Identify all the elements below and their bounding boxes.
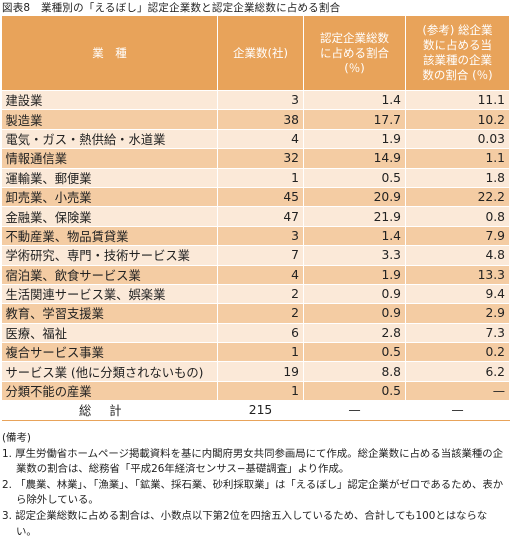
cell-share: 0.5 bbox=[303, 168, 406, 188]
cell-share: 8.8 bbox=[303, 361, 406, 382]
cell-companies: 3 bbox=[217, 226, 304, 247]
figure-title: 図表8 業種別の「えるぼし」認定企業数と認定企業総数に占める割合 bbox=[2, 2, 341, 14]
total-row: 総計 215— — bbox=[1, 400, 510, 421]
note-item-2: 2. 「農業、林業」、「漁業」、「鉱業、採石業、砂利採取業」は「えるぼし」認定企… bbox=[2, 478, 504, 507]
cell-share: 1.9 bbox=[303, 265, 406, 285]
cell-reference: 4.8 bbox=[405, 245, 510, 266]
table-row: 製造業 38 17.7 10.2 bbox=[1, 109, 510, 130]
notes-section: (備考) 1. 厚生労働省ホームページ掲載資料を基に内閣府男女共同参画局にて作成… bbox=[2, 431, 508, 540]
header-share-of-industry: (参考) 総企業 数に占める当 該業種の企業 数の割合 (％) bbox=[405, 15, 510, 91]
cell-reference: 0.03 bbox=[405, 129, 510, 150]
notes-heading: (備考) bbox=[2, 432, 31, 444]
table-row: 情報通信業 32 14.9 1.1 bbox=[1, 148, 510, 169]
table-row: 複合サービス事業 1 0.5 0.2 bbox=[1, 342, 510, 363]
table-header-row: 業 種 企業数(社) 認定企業総数 に占める割合 (％) (参考) 総企業 数に占める… bbox=[1, 15, 510, 91]
cell-companies: 38 bbox=[217, 109, 304, 130]
cell-industry: 複合サービス事業 bbox=[1, 342, 218, 363]
cell-share: 21.9 bbox=[303, 206, 406, 227]
cell-reference: 22.2 bbox=[405, 187, 510, 208]
total-label: 総計 bbox=[1, 400, 218, 421]
cell-companies: 3 bbox=[217, 90, 304, 111]
cell-companies: 1 bbox=[217, 342, 304, 363]
total-companies: 215 bbox=[217, 400, 304, 421]
cell-companies: 2 bbox=[217, 284, 304, 305]
table-row: 教育、学習支援業 2 0.9 2.9 bbox=[1, 303, 510, 324]
cell-share: 0.9 bbox=[303, 284, 406, 305]
total-reference: — bbox=[405, 400, 510, 421]
table-row: 宿泊業、飲食サービス業 4 1.9 13.3 bbox=[1, 265, 510, 285]
industry-table: 業 種 企業数(社) 認定企業総数 に占める割合 (％) (参考) 総企業 数に占める… bbox=[1, 15, 510, 421]
table-row: 医療、福祉 6 2.8 7.3 bbox=[1, 323, 510, 344]
cell-reference: 7.3 bbox=[405, 323, 510, 344]
cell-share: 0.9 bbox=[303, 303, 406, 324]
cell-industry: 生活関連サービス業、娯楽業 bbox=[1, 284, 218, 305]
cell-companies: 19 bbox=[217, 361, 304, 382]
cell-reference: 0.2 bbox=[405, 342, 510, 363]
table-body: 建設業 3 1.4 11.1 製造業 38 17.7 10.2 電気・ガス・熱供給・水道業 4 1.… bbox=[1, 90, 510, 421]
cell-industry: 不動産業、物品賃貸業 bbox=[1, 226, 218, 247]
cell-share: 14.9 bbox=[303, 148, 406, 169]
cell-industry: 学術研究、専門・技術サービス業 bbox=[1, 245, 218, 266]
cell-share: 1.4 bbox=[303, 226, 406, 247]
cell-companies: 1 bbox=[217, 168, 304, 188]
table-row: 運輸業、郵便業 1 0.5 1.8 bbox=[1, 168, 510, 188]
cell-industry: 建設業 bbox=[1, 90, 218, 111]
header-share-of-certified: 認定企業総数 に占める割合 (％) bbox=[303, 15, 406, 91]
cell-companies: 45 bbox=[217, 187, 304, 208]
cell-industry: 医療、福祉 bbox=[1, 323, 218, 344]
cell-industry: サービス業 (他に分類されないもの) bbox=[1, 361, 218, 382]
cell-reference: 1.8 bbox=[405, 168, 510, 188]
cell-share: 20.9 bbox=[303, 187, 406, 208]
cell-companies: 7 bbox=[217, 245, 304, 266]
cell-industry: 運輸業、郵便業 bbox=[1, 168, 218, 188]
cell-reference: 13.3 bbox=[405, 265, 510, 285]
cell-share: 1.4 bbox=[303, 90, 406, 111]
table-row: 金融業、保険業 47 21.9 0.8 bbox=[1, 206, 510, 227]
header-companies: 企業数(社) bbox=[217, 15, 304, 91]
cell-reference: 0.8 bbox=[405, 206, 510, 227]
cell-share: 3.3 bbox=[303, 245, 406, 266]
cell-companies: 4 bbox=[217, 265, 304, 285]
cell-companies: 4 bbox=[217, 129, 304, 150]
cell-industry: 金融業、保険業 bbox=[1, 206, 218, 227]
cell-industry: 分類不能の産業 bbox=[1, 381, 218, 402]
table-row: 建設業 3 1.4 11.1 bbox=[1, 90, 510, 111]
note-item-3: 3. 認定企業総数に占める割合は、小数点以下第2位を四捨五入しているため、合計し… bbox=[2, 509, 488, 538]
cell-reference: 6.2 bbox=[405, 361, 510, 382]
cell-industry: 製造業 bbox=[1, 109, 218, 130]
table-row: 電気・ガス・熱供給・水道業 4 1.9 0.03 bbox=[1, 129, 510, 150]
table-row: 学術研究、専門・技術サービス業 7 3.3 4.8 bbox=[1, 245, 510, 266]
total-share: — bbox=[303, 400, 406, 421]
cell-companies: 47 bbox=[217, 206, 304, 227]
cell-reference: 11.1 bbox=[405, 90, 510, 111]
table-row: 卸売業、小売業 45 20.9 22.2 bbox=[1, 187, 510, 208]
cell-share: 1.9 bbox=[303, 129, 406, 150]
table-row: 不動産業、物品賃貸業 3 1.4 7.9 bbox=[1, 226, 510, 247]
cell-share: 17.7 bbox=[303, 109, 406, 130]
cell-industry: 教育、学習支援業 bbox=[1, 303, 218, 324]
cell-companies: 6 bbox=[217, 323, 304, 344]
cell-reference: 9.4 bbox=[405, 284, 510, 305]
cell-reference: 1.1 bbox=[405, 148, 510, 169]
cell-industry: 卸売業、小売業 bbox=[1, 187, 218, 208]
cell-industry: 電気・ガス・熱供給・水道業 bbox=[1, 129, 218, 150]
cell-share: 0.5 bbox=[303, 342, 406, 363]
cell-share: 2.8 bbox=[303, 323, 406, 344]
cell-reference: 10.2 bbox=[405, 109, 510, 130]
cell-reference: — bbox=[405, 381, 510, 402]
cell-companies: 32 bbox=[217, 148, 304, 169]
cell-reference: 7.9 bbox=[405, 226, 510, 247]
table-row: 生活関連サービス業、娯楽業 2 0.9 9.4 bbox=[1, 284, 510, 305]
note-item-1: 1. 厚生労働省ホームページ掲載資料を基に内閣府男女共同参画局にて作成。総企業数… bbox=[2, 447, 504, 476]
cell-companies: 2 bbox=[217, 303, 304, 324]
table-row: サービス業 (他に分類されないもの) 19 8.8 6.2 bbox=[1, 361, 510, 382]
header-industry: 業 種 bbox=[1, 15, 218, 91]
cell-companies: 1 bbox=[217, 381, 304, 402]
table-row: 分類不能の産業 1 0.5— bbox=[1, 381, 510, 402]
cell-reference: 2.9 bbox=[405, 303, 510, 324]
cell-industry: 情報通信業 bbox=[1, 148, 218, 169]
cell-share: 0.5 bbox=[303, 381, 406, 402]
cell-industry: 宿泊業、飲食サービス業 bbox=[1, 265, 218, 285]
